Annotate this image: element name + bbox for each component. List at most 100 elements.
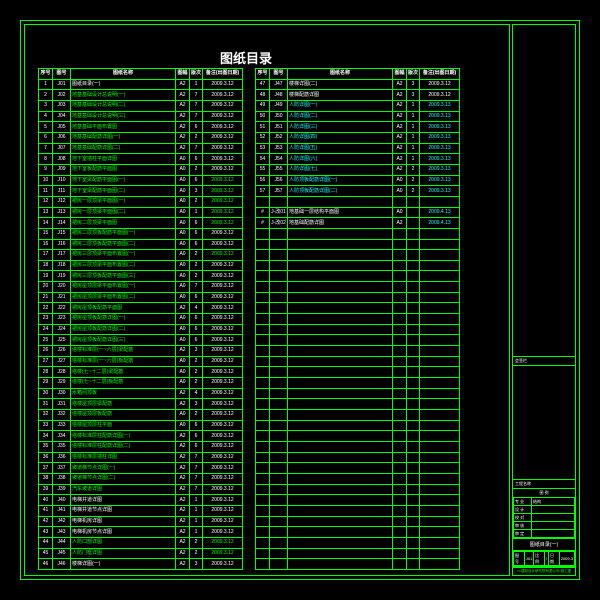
table-row: 8J08地下室墙柱平面详图A062009.3.12	[39, 154, 243, 165]
col-header: 图纸名称	[288, 69, 393, 80]
table-row: 37J37坡道梯节点详图(一)A272009.3.12	[39, 463, 243, 474]
tables-container: 序号图号图纸名称图幅版次备注(出图日期)1J01图纸目录(一)A212009.3…	[38, 68, 496, 570]
legend-table: 专 业结构设 计校 对审 核审 定	[513, 497, 575, 538]
table-row: 21J21裙房屋顶层梁平面布置图(二)A062009.3.12	[39, 292, 243, 303]
side-block-1	[513, 25, 575, 357]
table-row	[256, 537, 460, 548]
table-row: 38J38坡道梯节点详图(二)A272009.3.12	[39, 473, 243, 484]
table-row: 29J29塔楼(七~十二层)板配筋A022009.3.12	[39, 378, 243, 389]
table-row: 33J33塔楼屋顶层柱平面A062009.3.12	[39, 420, 243, 431]
table-row: 51J51人防详图(三)A212009.3.13	[256, 122, 460, 133]
side-block-2: 会签栏	[513, 357, 575, 366]
table-row: 56J56人防顶板配筋详图(一)A022009.3.13	[256, 175, 460, 186]
col-header: 图号	[270, 69, 288, 80]
titleblock-panel: 会签栏 工程名称 图 例 专 业结构设 计校 对审 核审 定 图纸目录(一) 图…	[512, 24, 576, 576]
table-row: 10J10地下室梁配筋平面图(一)A062009.3.12	[39, 175, 243, 186]
table-row: 18J18裙房三层顶梁平面布置图(二)A022009.3.12	[39, 260, 243, 271]
table-row	[256, 335, 460, 346]
table-row	[256, 420, 460, 431]
table-row: 16J16裙房二层顶板配筋平面图(二)A062009.3.12	[39, 239, 243, 250]
table-row: 42J42电梯机房详图A212009.3.12	[39, 516, 243, 527]
table-row: 39J39汽车坡道详图A272009.3.12	[39, 484, 243, 495]
table-row: 24J24裙房屋顶板配筋详图(二)A062009.3.12	[39, 324, 243, 335]
table-row	[256, 431, 460, 442]
table-row: 12J12裙房一层顶梁平面图(一)A022009.3.12	[39, 196, 243, 207]
sheet-title: 图纸目录(一)	[513, 539, 575, 551]
table-row: 2J02地基基础设计总说明(一)A272009.3.12	[39, 90, 243, 101]
col-header: 图号	[53, 69, 71, 80]
table-row: 50J50人防详图(二)A212009.3.13	[256, 111, 460, 122]
table-row: 15J15裙房二层顶板配筋平面图(一)A062009.3.12	[39, 228, 243, 239]
footer-table: 图号J01比例/日期2009.3	[513, 551, 575, 566]
table-row	[256, 367, 460, 378]
table-row	[256, 399, 460, 410]
footer-block: 图号J01比例/日期2009.3	[513, 551, 575, 567]
table-row: 48J48楼梯配筋详图A232009.3.12	[256, 90, 460, 101]
col-header: 备注(出图日期)	[203, 69, 243, 80]
table-row	[256, 292, 460, 303]
table-row: 5J05地基基础平面布置图A262009.3.12	[39, 122, 243, 133]
table-row: 35J35塔楼标准层柱配筋详图(二)A262009.3.12	[39, 441, 243, 452]
table-row: 17J17裙房三层顶梁平面布置图(一)A022009.3.12	[39, 250, 243, 261]
table-row: 53J53人防详图(五)A212009.3.13	[256, 143, 460, 154]
table-row	[256, 303, 460, 314]
table-row	[256, 228, 460, 239]
table-row	[256, 548, 460, 559]
table-row	[256, 527, 460, 538]
col-header: 图幅	[393, 69, 407, 80]
table-row: 49J49人防详图(一)A212009.3.13	[256, 100, 460, 111]
table-row: 14J14裙房二层顶梁平面图A062009.3.12	[39, 218, 243, 229]
table-row	[256, 516, 460, 527]
table-row: 27J27塔楼标准层(一~六层)板配筋A022009.3.12	[39, 356, 243, 367]
side-block-4: 工程名称	[513, 480, 575, 489]
col-header: 版次	[190, 69, 203, 80]
table-row: 41J41电梯井道节点详图A212009.3.12	[39, 505, 243, 516]
table-row	[256, 356, 460, 367]
table-row: 45J45人防门框详图A222009.3.12	[39, 548, 243, 559]
col-header: 图幅	[176, 69, 190, 80]
table-row	[256, 473, 460, 484]
table-row	[256, 346, 460, 357]
legend-title: 图 例	[513, 489, 575, 497]
table-row: 40J40电梯井道详图A212009.3.12	[39, 495, 243, 506]
table-row: 26J26塔楼标准层(一~六层)梁配筋A232009.3.12	[39, 346, 243, 357]
side-block-3	[513, 366, 575, 480]
table-row	[256, 495, 460, 506]
col-header: 备注(出图日期)	[420, 69, 460, 80]
col-header: 版次	[407, 69, 420, 80]
table-row	[256, 441, 460, 452]
drawing-index-table-right: 序号图号图纸名称图幅版次备注(出图日期)47J47楼梯详图(二)A232009.…	[255, 68, 460, 570]
table-row	[256, 271, 460, 282]
table-row: 46J46楼梯详图(一)A232009.3.12	[39, 559, 243, 570]
table-row: 11J11地下室梁配筋平面图(二)A032009.3.12	[39, 186, 243, 197]
table-row: 57J57人防顶板配筋详图(二)A022009.3.13	[256, 186, 460, 197]
table-row	[256, 196, 460, 207]
table-row: 6J06地基基础配筋详图(一)A222009.3.12	[39, 132, 243, 143]
table-row	[256, 260, 460, 271]
table-row: 32J32塔楼屋顶层板配筋A022009.3.12	[39, 410, 243, 421]
col-header: 序号	[39, 69, 53, 80]
table-row	[256, 324, 460, 335]
table-row: 36J36塔楼标准层墙柱详图A272009.3.12	[39, 452, 243, 463]
table-row	[256, 282, 460, 293]
table-row: 28J28塔楼(七~十二层)梁配筋A022009.3.12	[39, 367, 243, 378]
table-row	[256, 250, 460, 261]
table-row: 54J54人防详图(六)A212009.3.13	[256, 154, 460, 165]
table-row	[256, 378, 460, 389]
table-row: 9J09地下室板配筋平面图A022009.3.12	[39, 164, 243, 175]
table-row: 55J55人防详图(七)A222009.3.13	[256, 164, 460, 175]
table-row	[256, 410, 460, 421]
bottom-note: ××建筑设计研究院有限公司·施工图	[513, 567, 575, 575]
table-row	[256, 452, 460, 463]
table-row: 30J30水箱间顶板A242009.3.12	[39, 388, 243, 399]
table-row	[256, 559, 460, 570]
table-row: 47J47楼梯详图(二)A232009.3.12	[256, 79, 460, 90]
table-row	[256, 505, 460, 516]
table-row: 13J13裙房一层顶梁平面图(二)A012009.3.12	[39, 207, 243, 218]
page-title: 图纸目录	[220, 48, 272, 67]
legend-block: 图 例 专 业结构设 计校 对审 核审 定	[513, 489, 575, 539]
table-row: 31J31塔楼屋顶层梁配筋A232009.3.12	[39, 399, 243, 410]
table-row: 34J34塔楼标准层柱配筋详图(一)A262009.3.12	[39, 431, 243, 442]
table-row: 52J52人防详图(四)A212009.3.13	[256, 132, 460, 143]
table-row	[256, 484, 460, 495]
